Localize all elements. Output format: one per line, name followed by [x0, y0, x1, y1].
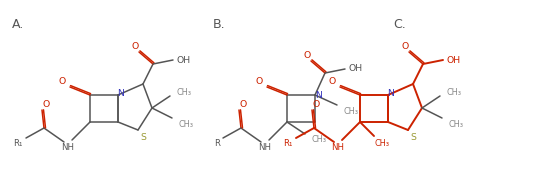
Text: CH₃: CH₃	[448, 120, 464, 129]
Text: O: O	[328, 76, 336, 85]
Text: O: O	[255, 76, 263, 85]
Text: O: O	[304, 51, 311, 60]
Text: B.: B.	[213, 18, 225, 31]
Text: O: O	[58, 76, 65, 85]
Text: CH₃: CH₃	[179, 120, 194, 129]
Text: O: O	[131, 42, 139, 51]
Text: O: O	[239, 100, 246, 109]
Text: O: O	[312, 100, 320, 109]
Text: OH: OH	[177, 55, 191, 64]
Text: NH: NH	[332, 142, 344, 152]
Text: CH₃: CH₃	[177, 87, 191, 96]
Text: N: N	[118, 89, 124, 97]
Text: CH₃: CH₃	[344, 106, 359, 115]
Text: S: S	[140, 132, 146, 142]
Text: R₁: R₁	[283, 140, 293, 149]
Text: OH: OH	[447, 55, 461, 64]
Text: CH₃: CH₃	[447, 87, 461, 96]
Text: OH: OH	[349, 64, 363, 73]
Text: NH: NH	[258, 142, 272, 152]
Text: N: N	[388, 89, 394, 97]
Text: N: N	[316, 91, 322, 100]
Text: S: S	[410, 132, 416, 142]
Text: NH: NH	[62, 142, 74, 152]
Text: A.: A.	[12, 18, 24, 31]
Text: R: R	[214, 140, 220, 149]
Text: O: O	[42, 100, 50, 109]
Text: CH₃: CH₃	[311, 135, 327, 144]
Text: C.: C.	[393, 18, 406, 31]
Text: O: O	[402, 42, 409, 51]
Text: CH₃: CH₃	[375, 140, 389, 149]
Text: R₁: R₁	[13, 140, 23, 149]
